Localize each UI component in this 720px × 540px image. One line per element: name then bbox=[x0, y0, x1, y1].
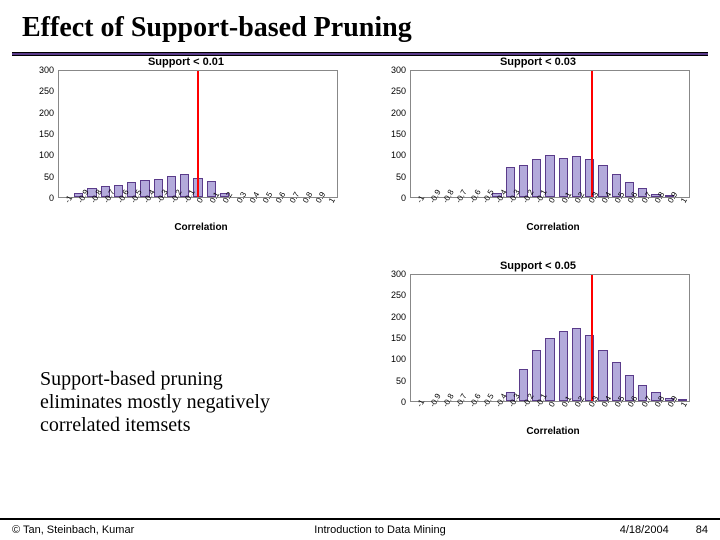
x-tick: 0 bbox=[195, 196, 205, 204]
redline bbox=[591, 71, 593, 197]
x-tick: 1 bbox=[679, 196, 689, 204]
plot-area bbox=[410, 274, 690, 402]
x-ticks: -1-0.9-0.8-0.7-0.6-0.5-0.4-0.3-0.2-0.100… bbox=[410, 198, 690, 222]
x-ticks: -1-0.9-0.8-0.7-0.6-0.5-0.4-0.3-0.2-0.100… bbox=[58, 198, 338, 222]
x-label: Correlation bbox=[410, 222, 696, 233]
bar bbox=[559, 331, 568, 401]
y-tick: 250 bbox=[391, 290, 406, 300]
y-tick: 300 bbox=[391, 269, 406, 279]
footer-date: 4/18/2004 bbox=[620, 524, 669, 536]
y-tick: 300 bbox=[39, 65, 54, 75]
chart-title: Support < 0.03 bbox=[380, 56, 696, 68]
y-tick: 150 bbox=[391, 129, 406, 139]
footer-page: 84 bbox=[696, 524, 708, 536]
y-tick: 200 bbox=[39, 108, 54, 118]
x-tick: 1 bbox=[679, 400, 689, 408]
chart-c1: Support < 0.01050100150200250300-1-0.9-0… bbox=[28, 56, 344, 236]
y-tick: 0 bbox=[49, 193, 54, 203]
page-title: Effect of Support-based Pruning bbox=[0, 0, 720, 52]
x-tick: 0 bbox=[547, 196, 557, 204]
footer-copyright: © Tan, Steinbach, Kumar bbox=[12, 524, 212, 536]
y-tick: 50 bbox=[396, 376, 406, 386]
x-tick: 1 bbox=[327, 196, 337, 204]
y-ticks: 050100150200250300 bbox=[380, 70, 408, 198]
y-tick: 100 bbox=[391, 150, 406, 160]
y-tick: 150 bbox=[39, 129, 54, 139]
y-tick: 50 bbox=[44, 172, 54, 182]
chart-c3: Support < 0.05050100150200250300-1-0.9-0… bbox=[380, 260, 696, 440]
y-tick: 150 bbox=[391, 333, 406, 343]
footer-right: 4/18/2004 84 bbox=[548, 524, 708, 536]
x-ticks: -1-0.9-0.8-0.7-0.6-0.5-0.4-0.3-0.2-0.100… bbox=[410, 402, 690, 426]
footer-center: Introduction to Data Mining bbox=[212, 524, 548, 536]
redline bbox=[591, 275, 593, 401]
redline bbox=[197, 71, 199, 197]
callout-text: Support-based pruning eliminates mostly … bbox=[40, 368, 300, 437]
chart-title: Support < 0.05 bbox=[380, 260, 696, 272]
y-tick: 300 bbox=[391, 65, 406, 75]
y-tick: 100 bbox=[39, 150, 54, 160]
x-tick: 0 bbox=[547, 400, 557, 408]
y-ticks: 050100150200250300 bbox=[28, 70, 56, 198]
plot-area bbox=[410, 70, 690, 198]
bar bbox=[545, 338, 554, 401]
x-label: Correlation bbox=[58, 222, 344, 233]
y-tick: 50 bbox=[396, 172, 406, 182]
y-tick: 200 bbox=[391, 108, 406, 118]
y-tick: 0 bbox=[401, 397, 406, 407]
plot-area bbox=[58, 70, 338, 198]
x-label: Correlation bbox=[410, 426, 696, 437]
y-tick: 250 bbox=[391, 86, 406, 96]
bar bbox=[572, 328, 581, 401]
y-ticks: 050100150200250300 bbox=[380, 274, 408, 402]
footer: © Tan, Steinbach, Kumar Introduction to … bbox=[0, 518, 720, 540]
y-tick: 100 bbox=[391, 354, 406, 364]
y-tick: 200 bbox=[391, 312, 406, 322]
y-tick: 0 bbox=[401, 193, 406, 203]
chart-c2: Support < 0.03050100150200250300-1-0.9-0… bbox=[380, 56, 696, 236]
y-tick: 250 bbox=[39, 86, 54, 96]
chart-title: Support < 0.01 bbox=[28, 56, 344, 68]
bar bbox=[598, 350, 607, 401]
